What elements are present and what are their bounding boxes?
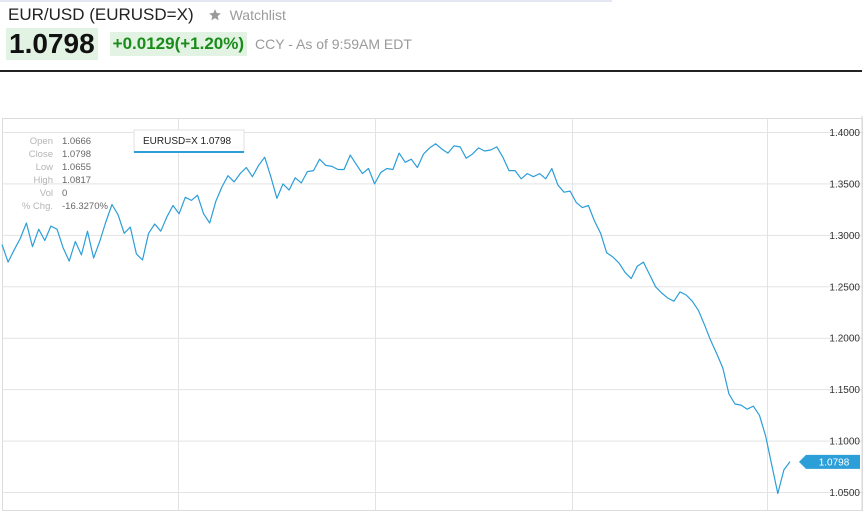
y-tick-label: 1.0500 [829, 488, 860, 499]
price-chart[interactable]: 1.4000 1.3500 1.3000 1.2500 1.2000 1.1500 1.10… [0, 116, 865, 511]
ohlc-high-label: High [33, 175, 53, 186]
y-tick-label: 1.1500 [829, 385, 860, 396]
ohlc-low-value: 1.0655 [62, 162, 91, 173]
ohlc-open-value: 1.0666 [62, 136, 91, 147]
tooltip-text: EURUSD=X 1.0798 [143, 136, 232, 147]
y-tick-label: 1.4000 [829, 128, 860, 139]
plot-frame [2, 118, 863, 511]
price-change: +0.0129(+1.20%) [109, 32, 248, 56]
ohlc-panel: Open 1.0666 Close 1.0798 Low 1.0655 High… [22, 136, 109, 212]
y-tick-label: 1.2000 [829, 334, 860, 345]
ohlc-close-label: Close [29, 149, 53, 160]
ohlc-close-value: 1.0798 [62, 149, 91, 160]
y-axis-ticks: 1.4000 1.3500 1.3000 1.2500 1.2000 1.1500 1.10… [829, 128, 860, 499]
last-price-tag: 1.0798 [799, 454, 860, 469]
ohlc-vol-label: Vol [40, 188, 53, 199]
quote-header: EUR/USD (EURUSD=X) Watchlist [8, 4, 286, 26]
last-price-tag-shape [799, 454, 860, 469]
watchlist-button[interactable]: Watchlist [208, 7, 286, 23]
watchlist-label: Watchlist [229, 7, 286, 23]
quote-price-row: 1.0798 +0.0129(+1.20%) CCY - As of 9:59A… [6, 28, 412, 60]
ohlc-vol-value: 0 [62, 188, 67, 199]
header-divider [0, 70, 862, 72]
y-tick-label: 1.3000 [829, 231, 860, 242]
series-tooltip: EURUSD=X 1.0798 [133, 129, 245, 153]
chart-grid [2, 118, 863, 511]
y-tick-label: 1.2500 [829, 282, 860, 293]
price-line [1, 143, 791, 495]
ohlc-high-value: 1.0817 [62, 175, 91, 186]
ohlc-pct-change-label: % Chg. [22, 201, 53, 212]
top-border [0, 0, 612, 2]
ohlc-low-label: Low [36, 162, 54, 173]
y-tick-label: 1.1000 [829, 437, 860, 448]
ohlc-open-label: Open [30, 136, 53, 147]
price-change-percent: (+1.20%) [174, 34, 245, 53]
star-icon [208, 9, 221, 21]
price-change-value: +0.0129 [112, 34, 175, 53]
last-price: 1.0798 [6, 28, 98, 60]
y-tick-label: 1.3500 [829, 179, 860, 190]
ohlc-pct-change-value: -16.3270% [62, 201, 109, 212]
as-of-timestamp: CCY - As of 9:59AM EDT [255, 36, 412, 52]
last-price-tag-text: 1.0798 [819, 457, 850, 468]
quote-title: EUR/USD (EURUSD=X) [8, 5, 194, 24]
